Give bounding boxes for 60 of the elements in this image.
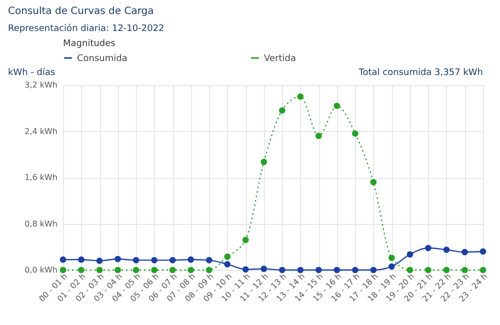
point [406, 266, 414, 274]
point [462, 266, 468, 274]
point [260, 158, 268, 166]
text: Total consumida 3,357 kWh [358, 68, 483, 78]
point [96, 266, 103, 274]
y-tick-label: 0,8 kWh [24, 219, 58, 228]
point [60, 266, 66, 274]
point [242, 266, 249, 273]
point [352, 266, 358, 274]
point [297, 93, 304, 100]
point [443, 246, 450, 253]
point [151, 257, 158, 264]
point [151, 266, 158, 274]
point [480, 248, 486, 255]
point [334, 266, 340, 274]
point [78, 256, 84, 263]
point [206, 257, 212, 264]
point [132, 257, 140, 264]
point [114, 256, 121, 262]
point [388, 263, 395, 270]
point [60, 256, 66, 263]
point [315, 132, 322, 140]
y-tick-label: 1,6 kWh [24, 173, 58, 182]
y-tick-label: 3,2 kWh [24, 80, 58, 90]
point [352, 130, 358, 137]
point [278, 107, 286, 114]
point [188, 266, 194, 274]
point [242, 236, 249, 244]
chart-title: Consulta de Curvas de Carga [8, 6, 154, 17]
point [425, 266, 432, 274]
point [388, 254, 395, 262]
point [443, 266, 450, 274]
point [224, 254, 231, 260]
point [315, 266, 322, 274]
point [406, 251, 414, 258]
point [96, 258, 103, 264]
point [169, 257, 176, 264]
y-tick-label: 0,0 kWh [24, 266, 58, 274]
legend-label: Consumida [77, 54, 128, 64]
point [370, 178, 377, 186]
chart-subtitle: Representación diaria: 12-10-2022 [8, 23, 164, 34]
y-axis-title: kWh - días [8, 67, 56, 78]
y-tick-label: 2,4 kWh [24, 126, 58, 136]
point [224, 261, 231, 268]
point [480, 266, 486, 274]
point [169, 266, 176, 274]
point [297, 266, 304, 274]
legend-title: Magnitudes [63, 39, 116, 49]
point [188, 256, 194, 263]
point [206, 266, 212, 274]
point [260, 266, 268, 272]
point [132, 266, 140, 274]
point [370, 266, 377, 274]
point [462, 248, 468, 256]
point [278, 266, 286, 274]
legend-label: Vertida [264, 54, 296, 64]
point [334, 102, 340, 109]
point [114, 266, 121, 274]
point [425, 244, 432, 252]
point [78, 266, 84, 274]
